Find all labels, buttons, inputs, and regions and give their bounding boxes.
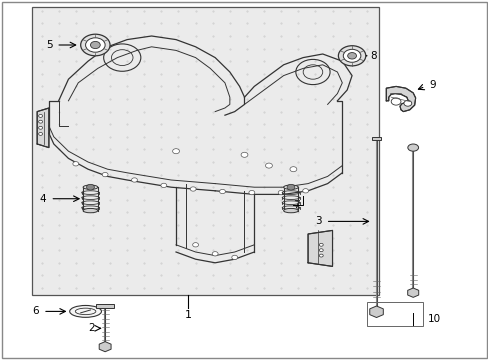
Circle shape bbox=[86, 184, 94, 190]
Circle shape bbox=[39, 120, 42, 123]
Circle shape bbox=[265, 163, 272, 168]
Text: 8: 8 bbox=[369, 51, 376, 61]
Circle shape bbox=[241, 152, 247, 157]
Text: 6: 6 bbox=[32, 306, 39, 316]
Circle shape bbox=[90, 41, 100, 49]
Polygon shape bbox=[386, 86, 415, 112]
Circle shape bbox=[39, 126, 42, 129]
Circle shape bbox=[343, 49, 360, 62]
Text: 3: 3 bbox=[314, 216, 321, 226]
Text: 5: 5 bbox=[46, 40, 53, 50]
Circle shape bbox=[39, 132, 42, 135]
Circle shape bbox=[338, 46, 365, 66]
Polygon shape bbox=[371, 137, 381, 140]
Polygon shape bbox=[369, 306, 383, 318]
Circle shape bbox=[131, 178, 137, 182]
Ellipse shape bbox=[283, 208, 298, 213]
Circle shape bbox=[219, 189, 225, 194]
Circle shape bbox=[81, 34, 110, 56]
Circle shape bbox=[302, 189, 308, 193]
Circle shape bbox=[278, 190, 284, 195]
Text: 4: 4 bbox=[40, 194, 46, 204]
Circle shape bbox=[161, 183, 166, 188]
Circle shape bbox=[190, 187, 196, 191]
Polygon shape bbox=[96, 304, 114, 308]
Polygon shape bbox=[307, 230, 332, 266]
Ellipse shape bbox=[283, 185, 298, 189]
Circle shape bbox=[192, 243, 198, 247]
Text: 10: 10 bbox=[427, 314, 440, 324]
Bar bbox=[32, 7, 378, 295]
Ellipse shape bbox=[83, 208, 98, 213]
Bar bbox=[366, 302, 422, 326]
Circle shape bbox=[85, 38, 105, 52]
Circle shape bbox=[319, 254, 323, 257]
Circle shape bbox=[231, 255, 237, 260]
Circle shape bbox=[39, 114, 42, 117]
Circle shape bbox=[172, 149, 179, 154]
Circle shape bbox=[319, 243, 323, 246]
Circle shape bbox=[102, 172, 108, 177]
Polygon shape bbox=[99, 342, 111, 352]
Circle shape bbox=[390, 98, 400, 105]
Ellipse shape bbox=[83, 185, 98, 189]
Polygon shape bbox=[37, 108, 49, 148]
Ellipse shape bbox=[69, 305, 102, 318]
Circle shape bbox=[347, 53, 356, 59]
Text: 7: 7 bbox=[293, 200, 300, 210]
Text: 1: 1 bbox=[184, 310, 191, 320]
Circle shape bbox=[73, 162, 79, 166]
Text: 9: 9 bbox=[428, 80, 435, 90]
Polygon shape bbox=[407, 288, 418, 297]
Circle shape bbox=[212, 252, 218, 256]
Circle shape bbox=[248, 190, 254, 195]
Circle shape bbox=[403, 100, 411, 106]
Ellipse shape bbox=[407, 144, 418, 151]
Circle shape bbox=[289, 167, 296, 172]
Circle shape bbox=[319, 249, 323, 252]
Circle shape bbox=[286, 184, 294, 190]
Text: 2: 2 bbox=[88, 323, 95, 333]
